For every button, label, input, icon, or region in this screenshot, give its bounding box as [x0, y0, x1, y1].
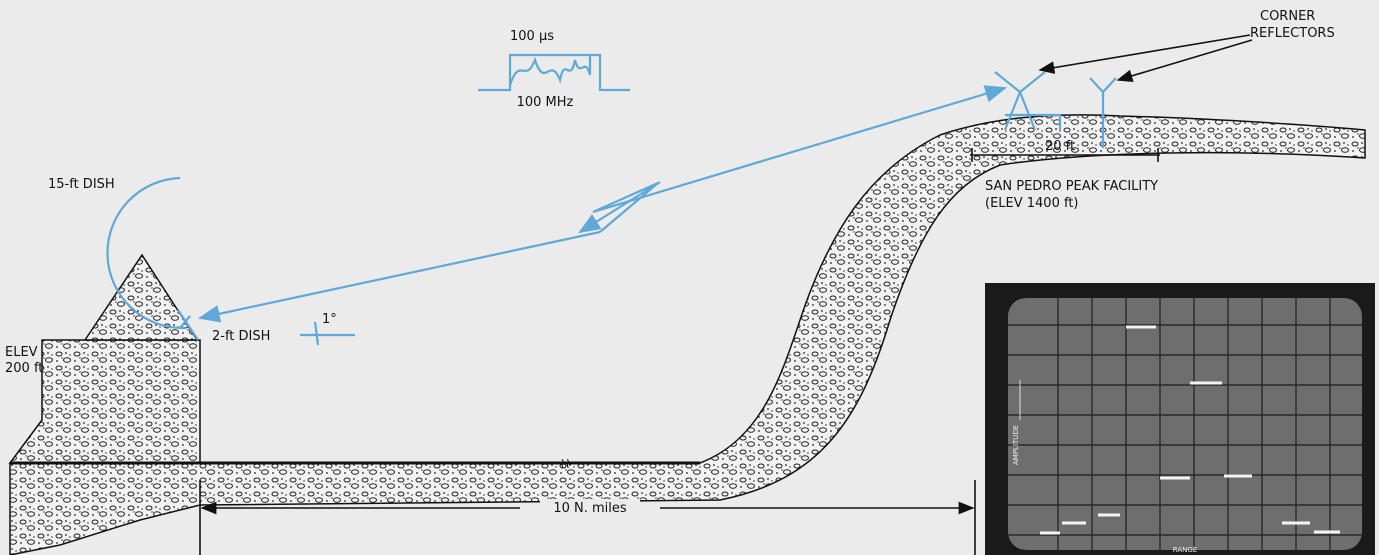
oscilloscope: AMPLITUDE RANGE	[985, 283, 1375, 555]
pulse-frequency: 100 MHz	[517, 95, 574, 110]
elevation-label: ELEV 200 ft	[5, 345, 43, 376]
dimensions	[199, 34, 1253, 555]
span-label: 20 ft	[1045, 139, 1075, 154]
facility-label: SAN PEDRO PEAK FACILITY (ELEV 1400 ft)	[985, 179, 1158, 211]
dish-15ft-label: 15-ft DISH	[48, 177, 115, 192]
dish-2ft-label: 2-ft DISH	[212, 329, 270, 344]
distance-label: 10 N. miles	[553, 501, 627, 516]
angle-label: 1°	[322, 312, 337, 327]
scope-x-label: RANGE	[1173, 546, 1197, 554]
label-bg	[540, 499, 640, 517]
radio-path	[106, 53, 1117, 346]
scope-y-label: AMPLITUDE	[1012, 425, 1020, 465]
svg-text:≀≀: ≀≀	[560, 456, 571, 472]
pulse-duration: 100 μs	[510, 29, 554, 44]
terrain: ≀≀	[8, 114, 1366, 555]
reflectors-label: CORNER REFLECTORS	[1250, 9, 1335, 41]
